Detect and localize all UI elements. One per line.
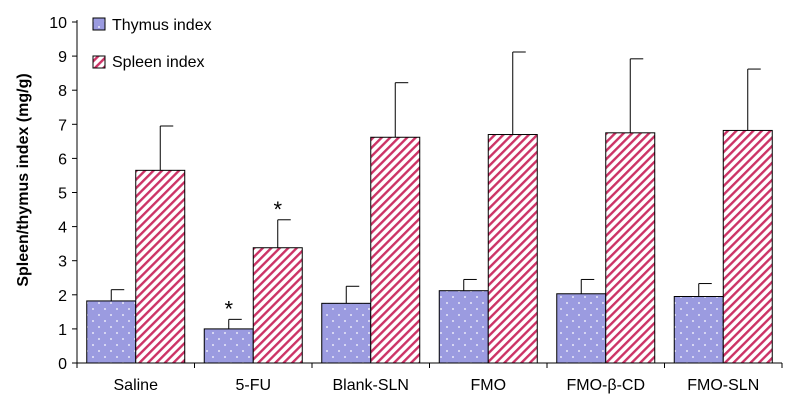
x-category-label: FMO (470, 377, 506, 394)
y-tick-label: 3 (58, 254, 67, 271)
significance-mark: * (224, 296, 233, 321)
bar-thymus (438, 290, 489, 364)
y-tick-label: 10 (49, 15, 67, 32)
significance-mark: * (273, 197, 282, 222)
bar-thymus (556, 293, 607, 364)
bar-thymus (86, 300, 137, 364)
bar-thymus (321, 302, 372, 364)
bar-spleen (370, 136, 421, 364)
y-tick-label: 7 (58, 117, 67, 134)
y-tick-label: 9 (58, 49, 67, 66)
x-category-label: 5-FU (235, 377, 271, 394)
bar-thymus (203, 328, 254, 364)
y-tick-label: 2 (58, 288, 67, 305)
x-category-label: FMO-SLN (687, 377, 759, 394)
legend-label-spleen: Spleen index (112, 54, 205, 71)
y-tick-label: 8 (58, 83, 67, 100)
bar-spleen (722, 129, 773, 364)
legend-label-thymus: Thymus index (112, 17, 212, 34)
y-tick-label: 4 (58, 220, 67, 237)
bar-spleen (487, 134, 538, 364)
y-tick-label: 0 (58, 356, 67, 373)
y-axis-label: Spleen/thymus index (mg/g) (15, 73, 32, 286)
plot-area: 0 1 2 3 4 5 6 7 8 9 10 Saline * * 5-FU Blank-SLN FMO FMO-… (49, 15, 783, 394)
legend-swatch-thymus (92, 17, 106, 31)
bar-spleen (605, 132, 656, 364)
bar-thymus (673, 296, 724, 364)
y-tick-label: 5 (58, 186, 67, 203)
y-tick-label: 1 (58, 322, 67, 339)
x-category-label: FMO-β-CD (566, 377, 645, 394)
legend: Thymus index Spleen index (92, 17, 212, 71)
bar-spleen (252, 247, 303, 364)
x-category-label: Saline (114, 377, 159, 394)
y-tick-label: 6 (58, 151, 67, 168)
x-category-label: Blank-SLN (333, 377, 409, 394)
bar-spleen (135, 169, 186, 364)
legend-swatch-spleen (92, 55, 106, 69)
